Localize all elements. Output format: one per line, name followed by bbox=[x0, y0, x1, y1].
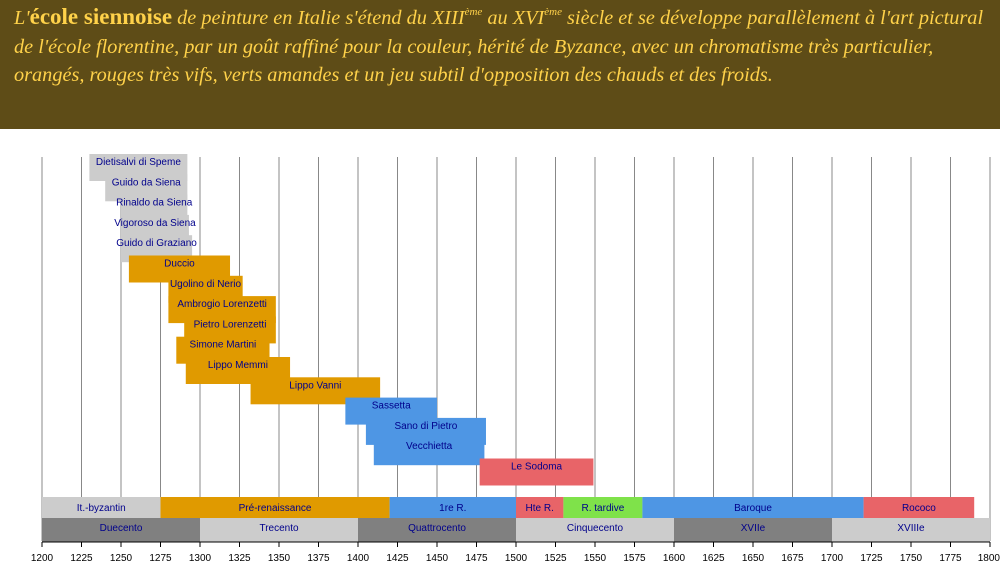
painter-label-lippo-vanni: Lippo Vanni bbox=[289, 380, 341, 391]
painter-label-ugolino-di-nerio: Ugolino di Nerio bbox=[170, 279, 242, 290]
x-tick-label-1700: 1700 bbox=[821, 553, 844, 564]
period-label-r-tardive: R. tardive bbox=[582, 503, 625, 514]
period-band-rococo bbox=[863, 497, 975, 518]
intro-lead: école siennoise bbox=[29, 4, 173, 29]
timeline-chart: Dietisalvi di Speme Guido da Siena Rinaldo… bbox=[31, 154, 1000, 564]
x-tick-label-1625: 1625 bbox=[702, 553, 725, 564]
period-band-hte-r bbox=[516, 497, 564, 518]
painter-label-vigoroso-da-siena: Vigoroso da Siena bbox=[114, 218, 196, 229]
x-tick-label-1400: 1400 bbox=[347, 553, 370, 564]
painter-bar-le-sodoma bbox=[479, 458, 594, 486]
x-tick-label-1525: 1525 bbox=[544, 553, 567, 564]
x-tick-label-1200: 1200 bbox=[31, 553, 54, 564]
painter-label-vecchietta: Vecchietta bbox=[406, 441, 453, 452]
x-tick-label-1350: 1350 bbox=[268, 553, 291, 564]
painter-label-lippo-memmi: Lippo Memmi bbox=[208, 360, 268, 371]
x-tick-label-1300: 1300 bbox=[189, 553, 212, 564]
x-tick-label-1575: 1575 bbox=[623, 553, 646, 564]
x-tick-label-1650: 1650 bbox=[742, 553, 765, 564]
painter-label-duccio: Duccio bbox=[164, 259, 195, 270]
x-tick-label-1375: 1375 bbox=[307, 553, 330, 564]
painter-label-pietro-lorenzetti: Pietro Lorenzetti bbox=[194, 319, 267, 330]
intro-prefix: L' bbox=[14, 7, 30, 29]
x-tick-label-1750: 1750 bbox=[900, 553, 923, 564]
x-tick-label-1550: 1550 bbox=[584, 553, 607, 564]
period-label-baroque: Baroque bbox=[734, 503, 772, 514]
intro-text-1: de peinture en Italie s'étend du XIII bbox=[172, 7, 465, 29]
x-tick-label-1225: 1225 bbox=[70, 553, 93, 564]
century-label-xviie: XVIIe bbox=[741, 523, 766, 534]
painter-label-guido-di-graziano: Guido di Graziano bbox=[116, 238, 197, 249]
period-label-1re-r: 1re R. bbox=[439, 503, 466, 514]
x-tick-label-1450: 1450 bbox=[426, 553, 449, 564]
century-label-xviiie: XVIIIe bbox=[897, 523, 925, 534]
intro-text-2: au XVI bbox=[482, 7, 545, 29]
x-tick-label-1600: 1600 bbox=[663, 553, 686, 564]
painter-label-rinaldo-da-siena: Rinaldo da Siena bbox=[116, 198, 193, 209]
painter-label-guido-da-siena: Guido da Siena bbox=[112, 177, 181, 188]
x-tick-label-1725: 1725 bbox=[860, 553, 883, 564]
x-tick-label-1675: 1675 bbox=[781, 553, 804, 564]
century-label-duecento: Duecento bbox=[100, 523, 143, 534]
century-band-duecento bbox=[42, 518, 200, 542]
painter-label-simone-martini: Simone Martini bbox=[190, 340, 257, 351]
period-band-baroque bbox=[642, 497, 864, 518]
painter-label-le-sodoma: Le Sodoma bbox=[511, 462, 563, 473]
period-label-hte-r: Hte R. bbox=[526, 503, 554, 514]
x-tick-label-1425: 1425 bbox=[386, 553, 409, 564]
intro-banner: L'école siennoise de peinture en Italie … bbox=[0, 0, 1000, 129]
century-band-quattrocento bbox=[358, 518, 516, 542]
century-band-cinquecento bbox=[516, 518, 674, 542]
period-label-pre-renaissance: Pré-renaissance bbox=[239, 503, 312, 514]
period-label-rococo: Rococo bbox=[902, 503, 936, 514]
x-tick-label-1775: 1775 bbox=[939, 553, 962, 564]
painter-label-sano-di-pietro: Sano di Pietro bbox=[395, 421, 458, 432]
century-label-trecento: Trecento bbox=[259, 523, 299, 534]
century-band-xviie bbox=[674, 518, 832, 542]
century-band-trecento bbox=[200, 518, 358, 542]
period-band-r-tardive bbox=[563, 497, 643, 518]
intro-sup-1: ème bbox=[464, 6, 483, 18]
painter-bar-vecchietta bbox=[373, 438, 485, 466]
painter-label-ambrogio-lorenzetti: Ambrogio Lorenzetti bbox=[177, 299, 267, 310]
x-tick-label-1800: 1800 bbox=[978, 553, 1000, 564]
century-label-cinquecento: Cinquecento bbox=[567, 523, 624, 534]
painter-label-dietisalvi-di-speme: Dietisalvi di Speme bbox=[96, 157, 181, 168]
intro-sup-2: ème bbox=[544, 6, 562, 18]
x-tick-label-1500: 1500 bbox=[505, 553, 528, 564]
period-band-it-byzantin bbox=[42, 497, 161, 518]
x-tick-label-1275: 1275 bbox=[149, 553, 172, 564]
intro-text-3: siècle et se développe parallèlement à l… bbox=[14, 7, 984, 86]
x-tick-label-1250: 1250 bbox=[110, 553, 133, 564]
painter-label-sassetta: Sassetta bbox=[372, 401, 411, 412]
x-tick-label-1325: 1325 bbox=[228, 553, 251, 564]
period-band-1re-r bbox=[389, 497, 516, 518]
x-tick-label-1475: 1475 bbox=[465, 553, 488, 564]
century-band-xviiie bbox=[832, 518, 990, 542]
century-label-quattrocento: Quattrocento bbox=[408, 523, 466, 534]
period-band-pre-renaissance bbox=[160, 497, 390, 518]
period-label-it-byzantin: It.-byzantin bbox=[77, 503, 126, 514]
